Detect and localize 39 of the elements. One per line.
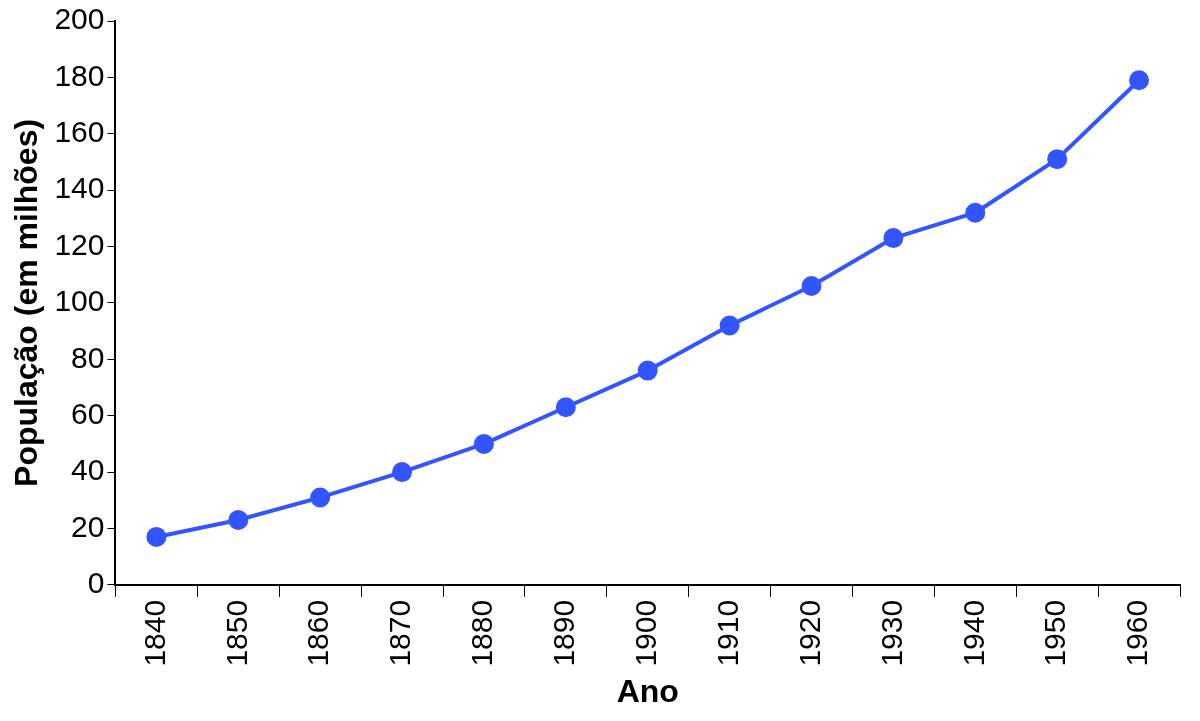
x-tick-label: 1910 (710, 599, 744, 667)
x-tick-label: 1840 (137, 599, 171, 667)
x-tick-label: 1940 (956, 599, 990, 667)
y-tick-label: 40 (71, 453, 105, 487)
x-tick-label: 1880 (465, 599, 499, 667)
y-tick-label: 120 (54, 227, 105, 261)
x-axis-title: Ano (616, 672, 679, 709)
y-tick-label: 80 (71, 340, 105, 374)
x-tick-label: 1950 (1038, 599, 1072, 667)
y-tick-label: 100 (54, 284, 105, 318)
point (555, 397, 576, 418)
point (965, 202, 986, 223)
x-tick-label: 1930 (874, 599, 908, 667)
x-tick-label: 1860 (301, 599, 335, 667)
x-tick-label: 1920 (792, 599, 826, 667)
point (146, 526, 167, 547)
y-tick-label: 160 (54, 115, 105, 149)
point (637, 360, 658, 381)
point (1129, 70, 1150, 91)
y-tick-label: 20 (71, 509, 105, 543)
y-tick-label: 180 (54, 58, 105, 92)
point (719, 315, 740, 336)
point (883, 228, 904, 249)
point (801, 276, 822, 297)
x-tick-label: 1890 (547, 599, 581, 667)
point (310, 487, 331, 508)
y-tick-label: 140 (54, 171, 105, 205)
y-tick-label: 200 (54, 2, 105, 36)
point (473, 433, 494, 454)
x-tick-label: 1850 (219, 599, 253, 667)
point (1047, 149, 1068, 170)
y-axis-title: População (em milhões) (8, 118, 45, 487)
point (392, 462, 413, 483)
y-tick-label: 0 (87, 566, 105, 600)
x-tick-label: 1900 (628, 599, 662, 667)
point (228, 510, 249, 531)
y-tick-label: 60 (71, 396, 105, 430)
x-tick-label: 1960 (1120, 599, 1154, 667)
x-tick-label: 1870 (383, 599, 417, 667)
